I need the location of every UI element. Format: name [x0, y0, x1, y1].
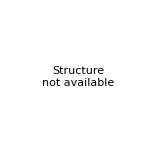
Text: Structure
not available: Structure not available	[42, 66, 114, 88]
